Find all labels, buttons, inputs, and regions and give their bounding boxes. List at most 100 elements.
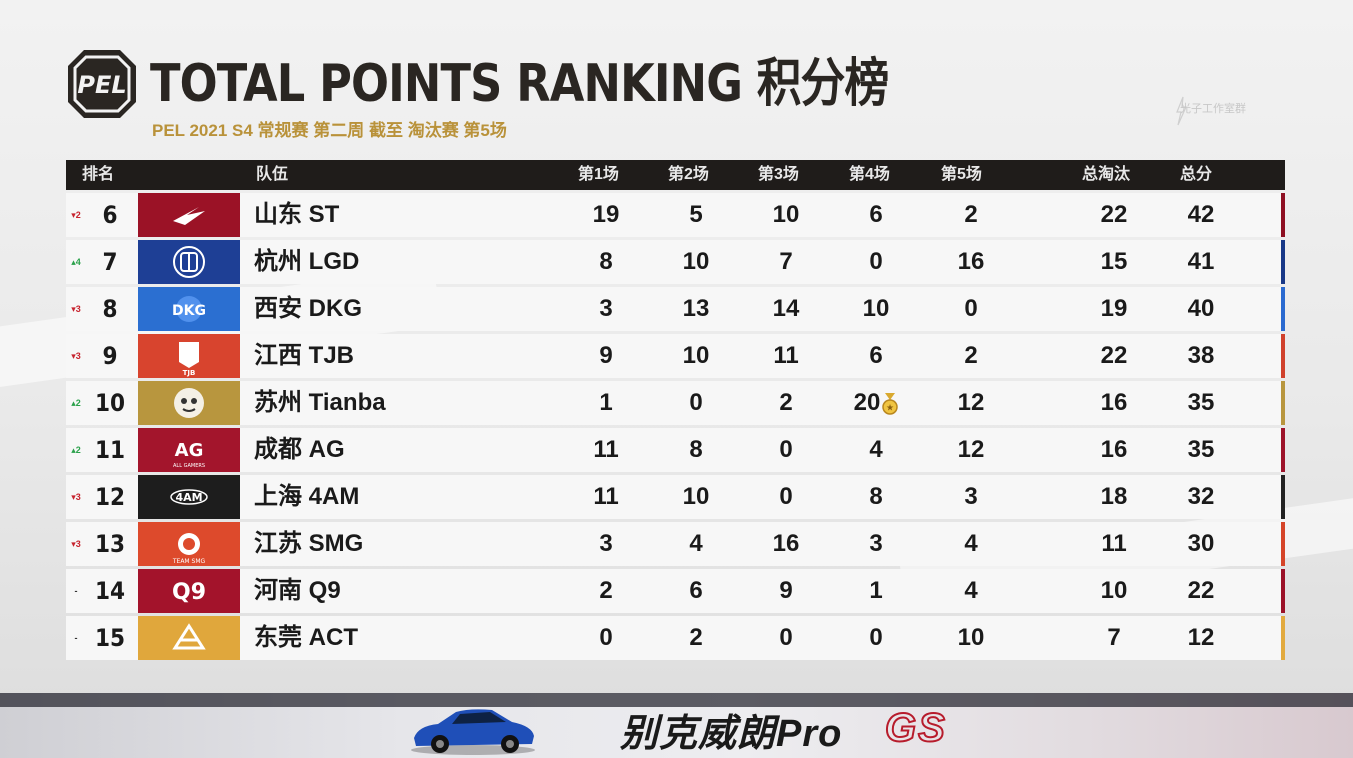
team-name: 山东 ST (254, 201, 340, 228)
team-logo-cell (138, 616, 306, 660)
team-logo-cell: DKG (138, 287, 306, 331)
match-3-points: 0 (779, 436, 793, 463)
team-name: 河南 Q9 (254, 577, 341, 604)
match-5-points: 16 (957, 248, 985, 275)
table-row: - 15 东莞 ACT 0 2 0 0 10 7 12 (66, 616, 1285, 660)
match-4-points: 4 (846, 428, 906, 472)
match-2-points: 10 (682, 483, 710, 510)
match-4-value: 1 (869, 577, 883, 604)
match-4-points: 10 (846, 287, 906, 331)
match-3-points: 0 (779, 624, 793, 651)
match-3-points: 0 (779, 483, 793, 510)
match-3-points: 14 (772, 295, 800, 322)
tjb-logo: TJB (179, 342, 199, 377)
match-2-points: 8 (689, 436, 703, 463)
match-1-points: 11 (593, 483, 619, 510)
pel-logo: PEL (66, 48, 138, 120)
total-points: 30 (1187, 530, 1215, 557)
team-name: 西安 DKG (254, 295, 362, 322)
match-2-points: 5 (689, 201, 703, 228)
total-points: 32 (1187, 483, 1215, 510)
match-4-points: 0 (846, 616, 906, 660)
svg-text:4AM: 4AM (175, 491, 202, 504)
total-points: 41 (1187, 248, 1215, 275)
team-logo-bg: TEAM SMG (138, 522, 240, 566)
total-points: 22 (1187, 577, 1215, 604)
match-3-points: 16 (772, 530, 800, 557)
4am-logo: 4AM (170, 489, 208, 505)
rank-number: 13 (94, 530, 126, 558)
match-4-value: 0 (869, 248, 883, 275)
team-logo-bg (138, 193, 240, 237)
page-subtitle: PEL 2021 S4 常规赛 第二周 截至 淘汰赛 第5场 (152, 121, 507, 140)
smg-logo: TEAM SMG (172, 533, 205, 565)
match-5-points: 4 (964, 577, 978, 604)
rank-change: ▾2 (71, 210, 81, 220)
rank-number: 9 (102, 342, 118, 370)
banner-top-strip (0, 693, 1353, 707)
col-total-points: 总分 (1180, 166, 1213, 183)
team-logo-cell: AG ALL GAMERS (138, 428, 306, 472)
total-kills: 7 (1107, 624, 1121, 651)
team-logo-cell (138, 381, 306, 425)
total-points: 35 (1187, 436, 1215, 463)
row-accent-bar (1281, 193, 1285, 237)
team-logo-bg (138, 240, 240, 284)
table-row: ▴2 11 AG ALL GAMERS 成都 AG 11 8 0 4 12 16 35 (66, 428, 1285, 472)
svg-text:ALL GAMERS: ALL GAMERS (173, 463, 205, 469)
match-2-points: 13 (682, 295, 710, 322)
total-points: 12 (1187, 624, 1215, 651)
match-3-points: 7 (779, 248, 793, 275)
medal-icon: ★ (882, 392, 899, 415)
total-kills: 16 (1100, 436, 1128, 463)
total-kills: 22 (1100, 201, 1128, 228)
match-5-points: 10 (957, 624, 985, 651)
rank-number: 7 (102, 248, 118, 276)
total-kills: 16 (1100, 389, 1128, 416)
match-4-points: 8 (846, 475, 906, 519)
rank-change: ▾3 (71, 492, 81, 502)
total-kills: 22 (1100, 342, 1128, 369)
match-1-points: 1 (599, 389, 613, 416)
svg-text:Q9: Q9 (172, 580, 206, 605)
match-2-points: 10 (682, 248, 710, 275)
total-kills: 19 (1100, 295, 1128, 322)
match-1-points: 3 (599, 295, 613, 322)
svg-text:TJB: TJB (183, 369, 196, 377)
svg-text:★: ★ (886, 403, 894, 413)
rank-number: 10 (94, 389, 126, 417)
match-4-value: 8 (869, 483, 883, 510)
col-match-5: 第5场 (941, 166, 982, 183)
match-4-points: 6 (846, 193, 906, 237)
match-2-points: 6 (689, 577, 703, 604)
match-4-points: 6 (846, 334, 906, 378)
match-2-points: 2 (689, 624, 703, 651)
col-rank: 排名 (82, 166, 115, 183)
match-4-points: 1 (846, 569, 906, 613)
table-header: 排名 队伍 第1场 第2场 第3场 第4场 第5场 总淘汰 总分 (66, 160, 1285, 190)
col-total-kills: 总淘汰 (1082, 166, 1131, 183)
team-name: 成都 AG (254, 436, 345, 463)
match-4-value: 10 (862, 295, 890, 322)
match-5-points: 0 (964, 295, 978, 322)
col-match-4: 第4场 (849, 166, 890, 183)
rank-change: ▾3 (71, 351, 81, 361)
table-row: ▴2 10 苏州 Tianba 1 0 2 20 ★ 12 16 35 (66, 381, 1285, 425)
ag-logo: AG ALL GAMERS (173, 440, 205, 469)
total-points: 40 (1187, 295, 1215, 322)
table-row: -14 Q9 河南 Q9 2 6 9 1 4 10 22 (66, 569, 1285, 613)
team-name: 上海 4AM (254, 483, 360, 510)
match-1-points: 0 (599, 624, 613, 651)
rank-number: 8 (102, 295, 118, 323)
team-logo-bg (138, 616, 240, 660)
match-5-points: 4 (964, 530, 978, 557)
team-name: 东莞 ACT (254, 624, 358, 651)
total-kills: 10 (1100, 577, 1128, 604)
rank-number: 6 (102, 201, 118, 229)
row-accent-bar (1281, 381, 1285, 425)
rank-change: ▴2 (71, 445, 81, 455)
team-logo-bg: Q9 (138, 569, 240, 613)
tianba-logo (174, 388, 204, 418)
team-name: 江西 TJB (254, 342, 355, 369)
total-points: 38 (1187, 342, 1215, 369)
